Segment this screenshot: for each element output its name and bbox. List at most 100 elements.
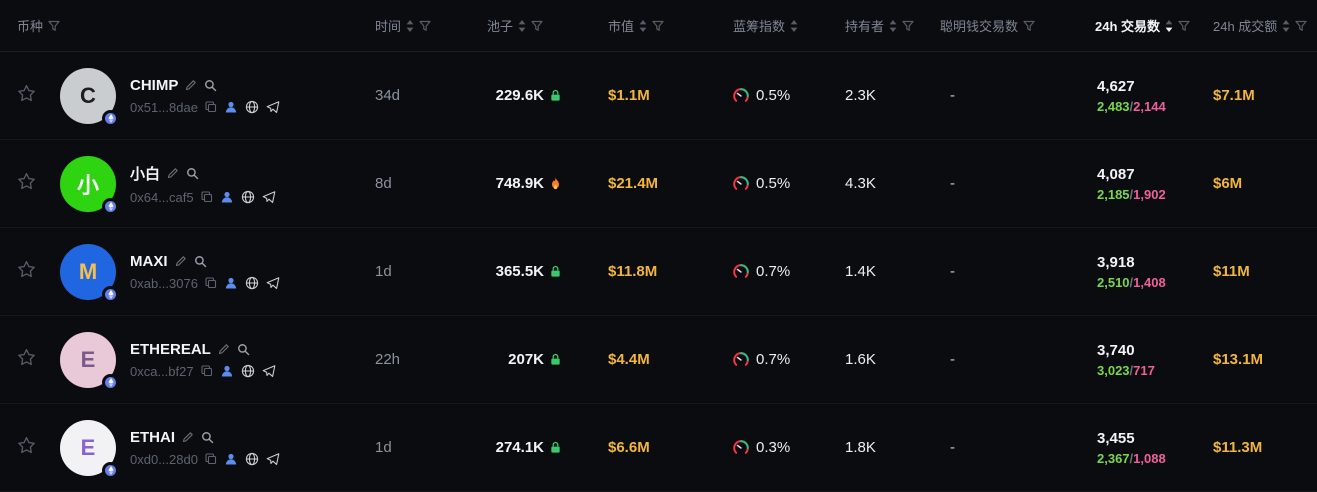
token-avatar[interactable]: C [60, 67, 119, 127]
token-cell: E ETHEREAL 0xca...bf27 [52, 331, 370, 391]
token-name: MAXI [130, 252, 168, 270]
column-header-marketcap[interactable]: 市值 [578, 16, 700, 35]
tx-total: 3,918 [1097, 253, 1135, 271]
tx-split: 3,023/717 [1097, 363, 1194, 378]
pool-cell: 274.1K [470, 439, 578, 456]
token-avatar[interactable]: 小 [60, 155, 119, 215]
bluechip-value: 0.7% [756, 263, 791, 280]
market-cap-value: $4.4M [608, 351, 650, 368]
sort-icon[interactable] [1282, 19, 1290, 32]
filter-icon[interactable] [902, 20, 914, 32]
column-label-bluechip: 蓝筹指数 [733, 19, 786, 34]
table-row[interactable]: M MAXI 0xab...3076 [0, 228, 1317, 316]
filter-icon[interactable] [48, 20, 60, 32]
search-icon[interactable] [204, 79, 217, 92]
copy-icon[interactable] [201, 191, 213, 203]
token-name: ETHAI [130, 428, 175, 446]
tx-split: 2,367/1,088 [1097, 451, 1194, 466]
pool-lock-icon [549, 89, 562, 102]
token-avatar-initial: M [78, 258, 98, 284]
sort-icon[interactable] [518, 19, 526, 32]
bluechip-gauge-icon [733, 351, 749, 368]
copy-icon[interactable] [205, 277, 217, 289]
column-header-volume24h[interactable]: 24h 成交额 [1194, 16, 1317, 35]
website-globe-icon[interactable] [245, 452, 259, 466]
edit-icon[interactable] [185, 79, 197, 91]
tx-cell: 4,087 2,185/1,902 [1064, 166, 1194, 202]
token-avatar[interactable]: M [60, 243, 119, 303]
website-globe-icon[interactable] [241, 190, 255, 204]
website-globe-icon[interactable] [241, 364, 255, 378]
smart-money-count: - [950, 87, 955, 104]
filter-icon[interactable] [652, 20, 664, 32]
token-avatar[interactable]: E [60, 419, 119, 479]
favorite-star-button[interactable] [0, 84, 52, 108]
sort-icon[interactable] [406, 19, 414, 32]
sort-icon[interactable] [639, 19, 647, 32]
telegram-link-icon[interactable] [262, 364, 276, 378]
profile-link-icon[interactable] [224, 276, 238, 290]
tx-total: 4,087 [1097, 165, 1135, 183]
tx-buys: 2,185 [1097, 186, 1130, 202]
edit-icon[interactable] [167, 167, 179, 179]
bluechip-gauge-icon [733, 439, 749, 456]
profile-link-icon[interactable] [224, 452, 238, 466]
column-header-smartmoney[interactable]: 聪明钱交易数 [916, 16, 1064, 35]
tx-total: 4,627 [1097, 77, 1135, 95]
holders-count: 4.3K [845, 175, 876, 192]
favorite-star-button[interactable] [0, 172, 52, 196]
filter-icon[interactable] [419, 20, 431, 32]
column-header-pool[interactable]: 池子 [470, 16, 578, 35]
telegram-link-icon[interactable] [266, 276, 280, 290]
column-header-holders[interactable]: 持有者 [820, 16, 916, 35]
table-header: 币种 时间 池子 市值 蓝筹指数 [0, 0, 1317, 52]
token-age: 34d [375, 87, 401, 104]
token-avatar[interactable]: E [60, 331, 119, 391]
profile-link-icon[interactable] [220, 190, 234, 204]
star-icon [17, 172, 36, 196]
website-globe-icon[interactable] [245, 100, 259, 114]
favorite-star-button[interactable] [0, 436, 52, 460]
search-icon[interactable] [237, 343, 250, 356]
column-header-token[interactable]: 币种 [0, 16, 370, 35]
profile-link-icon[interactable] [220, 364, 234, 378]
column-header-time[interactable]: 时间 [370, 16, 470, 35]
column-header-tx24h[interactable]: 24h 交易数 [1064, 16, 1194, 35]
token-cell: E ETHAI 0xd0...28d0 [52, 419, 370, 479]
filter-icon[interactable] [1295, 20, 1307, 32]
edit-icon[interactable] [182, 431, 194, 443]
edit-icon[interactable] [175, 255, 187, 267]
favorite-star-button[interactable] [0, 348, 52, 372]
filter-icon[interactable] [1178, 20, 1190, 32]
copy-icon[interactable] [205, 101, 217, 113]
pool-value: 748.9K [495, 175, 544, 192]
column-header-bluechip[interactable]: 蓝筹指数 [700, 16, 820, 35]
token-avatar-initial: 小 [76, 172, 99, 198]
sort-icon-active[interactable] [1165, 19, 1173, 32]
table-row[interactable]: C CHIMP 0x51...8dae [0, 52, 1317, 140]
volume-24h-value: $6M [1213, 175, 1243, 192]
table-row[interactable]: E ETHEREAL 0xca...bf27 [0, 316, 1317, 404]
filter-icon[interactable] [531, 20, 543, 32]
filter-icon[interactable] [1023, 20, 1035, 32]
table-row[interactable]: E ETHAI 0xd0...28d0 [0, 404, 1317, 492]
telegram-link-icon[interactable] [262, 190, 276, 204]
copy-icon[interactable] [205, 453, 217, 465]
table-row[interactable]: 小 小白 0x64...caf5 [0, 140, 1317, 228]
sort-icon[interactable] [889, 19, 897, 32]
favorite-star-button[interactable] [0, 260, 52, 284]
search-icon[interactable] [194, 255, 207, 268]
copy-icon[interactable] [201, 365, 213, 377]
edit-icon[interactable] [218, 343, 230, 355]
profile-link-icon[interactable] [224, 100, 238, 114]
token-address: 0xab...3076 [130, 275, 198, 291]
star-icon [17, 436, 36, 460]
telegram-link-icon[interactable] [266, 452, 280, 466]
search-icon[interactable] [201, 431, 214, 444]
website-globe-icon[interactable] [245, 276, 259, 290]
star-icon [17, 348, 36, 372]
sort-icon[interactable] [790, 19, 798, 32]
search-icon[interactable] [186, 167, 199, 180]
tx-buys: 2,367 [1097, 450, 1130, 466]
telegram-link-icon[interactable] [266, 100, 280, 114]
